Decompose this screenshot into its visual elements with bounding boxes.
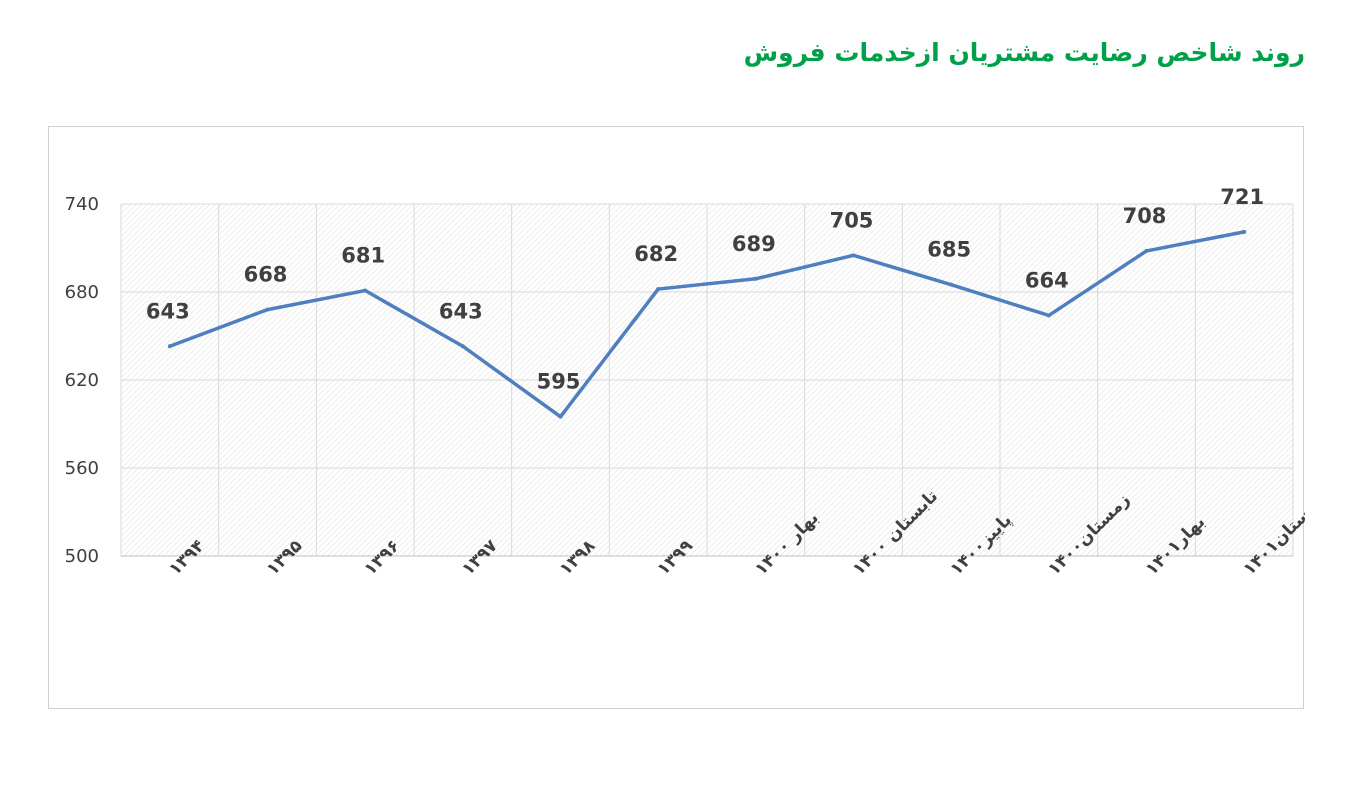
data-label: 689 (732, 232, 776, 256)
data-label: 664 (1025, 268, 1069, 292)
y-tick-label: 680 (65, 282, 99, 303)
data-label: 682 (634, 242, 678, 266)
y-tick-label: 500 (65, 546, 99, 567)
data-point (363, 288, 368, 293)
data-point (851, 253, 856, 258)
data-point (1242, 229, 1247, 234)
y-tick-label: 620 (65, 370, 99, 391)
data-point (753, 276, 758, 281)
data-point (167, 344, 172, 349)
data-label: 643 (146, 299, 190, 323)
y-tick-label: 740 (65, 194, 99, 215)
y-axis: 500 560 620 680 740 (65, 194, 99, 567)
data-label: 681 (341, 244, 385, 268)
data-label: 668 (244, 263, 288, 287)
data-point (1144, 248, 1149, 253)
data-point (558, 414, 563, 419)
chart-frame: 500 560 620 680 740 ۱۳۹۴ ۱۳۹۵ ۱۳۹۶ ۱۳۹۷ ۱۳۹۸ ۱۳۹۹… (48, 126, 1305, 709)
data-label: 643 (439, 299, 483, 323)
data-label: 708 (1123, 204, 1167, 228)
data-point (1046, 313, 1051, 318)
data-label: 705 (830, 208, 874, 232)
data-point (656, 287, 661, 292)
data-label: 685 (927, 238, 971, 262)
y-tick-label: 560 (65, 458, 99, 479)
data-point (949, 282, 954, 287)
data-labels: 643 668 681 643 595 682 689 705 685 664 708 721 (146, 185, 1264, 394)
series-layer (167, 229, 1247, 419)
data-point (460, 344, 465, 349)
data-label: 595 (537, 370, 581, 394)
data-label: 721 (1220, 185, 1264, 209)
data-point (265, 307, 270, 312)
series-line (168, 230, 1246, 419)
chart-title: روند شاخص رضایت مشتریان ازخدمات فروش (743, 38, 1305, 67)
